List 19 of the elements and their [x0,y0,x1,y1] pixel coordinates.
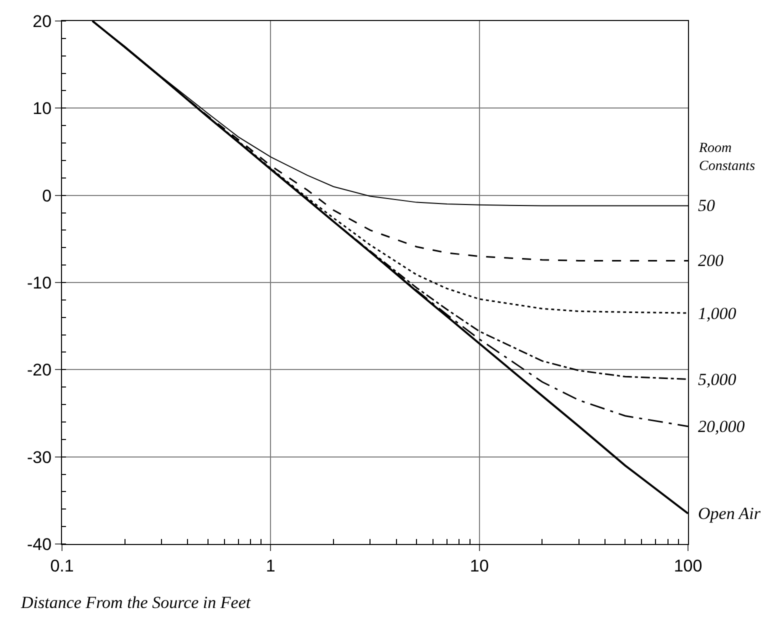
y-tick-label: -10 [27,273,52,292]
series-label: 5,000 [698,370,737,389]
y-tick-label: -30 [27,448,52,467]
x-axis-title: Distance From the Source in Feet [20,593,252,612]
x-tick-label: 100 [674,556,702,576]
series-label: 50 [698,196,716,215]
text: Room Constants [698,141,756,174]
y-tick-label: -40 [27,534,52,554]
y-tick-label: -20 [27,360,52,380]
series-label: 200 [698,251,724,270]
y-tick-label: 0 [42,186,52,206]
y-tick-label: 10 [32,99,52,118]
x-tick-label: 10 [470,556,489,576]
series-label: 20,000 [698,417,746,436]
y-tick-label: 20 [32,12,52,31]
x-tick-label: 0.1 [50,556,74,576]
series-label: Open Air [698,504,761,523]
x-tick-label: 1 [266,556,276,576]
series-label: 1,000 [698,304,737,323]
